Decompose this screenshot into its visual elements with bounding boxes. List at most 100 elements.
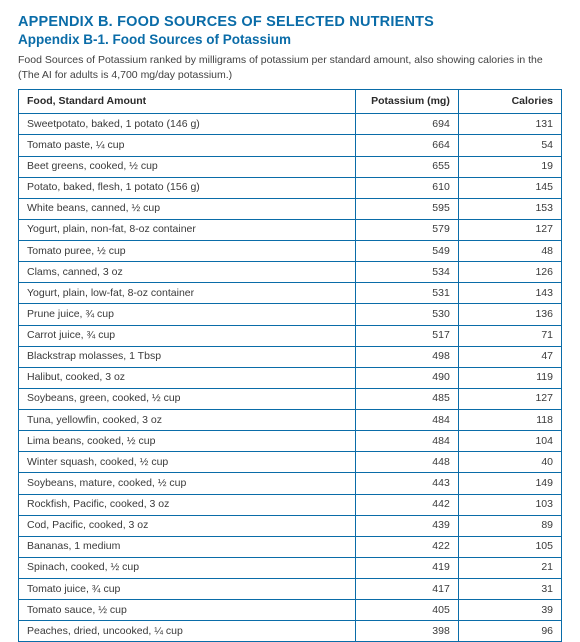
cell-potassium: 534 xyxy=(355,262,458,283)
cell-potassium: 442 xyxy=(355,494,458,515)
table-row: Sweetpotato, baked, 1 potato (146 g)6941… xyxy=(19,114,562,135)
table-row: Prune juice, ¾ cup530136 xyxy=(19,304,562,325)
col-header-calories: Calories xyxy=(458,90,561,114)
cell-calories: 47 xyxy=(458,346,561,367)
cell-potassium: 498 xyxy=(355,346,458,367)
cell-food: Tomato paste, ¼ cup xyxy=(19,135,356,156)
cell-potassium: 530 xyxy=(355,304,458,325)
cell-food: Carrot juice, ¾ cup xyxy=(19,325,356,346)
cell-calories: 153 xyxy=(458,198,561,219)
cell-potassium: 484 xyxy=(355,431,458,452)
cell-potassium: 490 xyxy=(355,367,458,388)
appendix-main-title: APPENDIX B. FOOD SOURCES OF SELECTED NUT… xyxy=(18,14,562,30)
cell-potassium: 422 xyxy=(355,536,458,557)
cell-food: White beans, canned, ½ cup xyxy=(19,198,356,219)
cell-potassium: 417 xyxy=(355,579,458,600)
table-row: Tomato paste, ¼ cup66454 xyxy=(19,135,562,156)
cell-calories: 89 xyxy=(458,515,561,536)
cell-food: Rockfish, Pacific, cooked, 3 oz xyxy=(19,494,356,515)
cell-potassium: 694 xyxy=(355,114,458,135)
cell-potassium: 405 xyxy=(355,600,458,621)
cell-food: Clams, canned, 3 oz xyxy=(19,262,356,283)
cell-food: Blackstrap molasses, 1 Tbsp xyxy=(19,346,356,367)
cell-food: Soybeans, green, cooked, ½ cup xyxy=(19,388,356,409)
cell-potassium: 485 xyxy=(355,388,458,409)
cell-calories: 149 xyxy=(458,473,561,494)
table-row: Tomato juice, ¾ cup41731 xyxy=(19,579,562,600)
cell-food: Yogurt, plain, low-fat, 8-oz container xyxy=(19,283,356,304)
cell-calories: 119 xyxy=(458,367,561,388)
table-row: Bananas, 1 medium422105 xyxy=(19,536,562,557)
cell-potassium: 655 xyxy=(355,156,458,177)
table-row: Rockfish, Pacific, cooked, 3 oz442103 xyxy=(19,494,562,515)
table-row: Peaches, dried, uncooked, ¼ cup39896 xyxy=(19,621,562,642)
table-row: Beet greens, cooked, ½ cup65519 xyxy=(19,156,562,177)
cell-calories: 126 xyxy=(458,262,561,283)
table-row: Potato, baked, flesh, 1 potato (156 g)61… xyxy=(19,177,562,198)
cell-potassium: 517 xyxy=(355,325,458,346)
col-header-potassium: Potassium (mg) xyxy=(355,90,458,114)
table-row: Winter squash, cooked, ½ cup44840 xyxy=(19,452,562,473)
cell-potassium: 531 xyxy=(355,283,458,304)
cell-calories: 39 xyxy=(458,600,561,621)
cell-calories: 54 xyxy=(458,135,561,156)
cell-potassium: 419 xyxy=(355,557,458,578)
table-row: Clams, canned, 3 oz534126 xyxy=(19,262,562,283)
cell-calories: 96 xyxy=(458,621,561,642)
cell-food: Tomato puree, ½ cup xyxy=(19,241,356,262)
cell-calories: 145 xyxy=(458,177,561,198)
table-row: Spinach, cooked, ½ cup41921 xyxy=(19,557,562,578)
cell-potassium: 439 xyxy=(355,515,458,536)
cell-food: Yogurt, plain, non-fat, 8-oz container xyxy=(19,219,356,240)
table-row: Blackstrap molasses, 1 Tbsp49847 xyxy=(19,346,562,367)
cell-food: Peaches, dried, uncooked, ¼ cup xyxy=(19,621,356,642)
cell-calories: 143 xyxy=(458,283,561,304)
cell-food: Soybeans, mature, cooked, ½ cup xyxy=(19,473,356,494)
table-row: Yogurt, plain, non-fat, 8-oz container57… xyxy=(19,219,562,240)
cell-potassium: 484 xyxy=(355,410,458,431)
cell-calories: 127 xyxy=(458,388,561,409)
col-header-food: Food, Standard Amount xyxy=(19,90,356,114)
cell-calories: 19 xyxy=(458,156,561,177)
table-row: Cod, Pacific, cooked, 3 oz43989 xyxy=(19,515,562,536)
table-row: Yogurt, plain, low-fat, 8-oz container53… xyxy=(19,283,562,304)
cell-calories: 105 xyxy=(458,536,561,557)
cell-potassium: 664 xyxy=(355,135,458,156)
cell-food: Potato, baked, flesh, 1 potato (156 g) xyxy=(19,177,356,198)
cell-potassium: 549 xyxy=(355,241,458,262)
potassium-table: Food, Standard Amount Potassium (mg) Cal… xyxy=(18,89,562,642)
cell-potassium: 579 xyxy=(355,219,458,240)
table-row: White beans, canned, ½ cup595153 xyxy=(19,198,562,219)
cell-calories: 21 xyxy=(458,557,561,578)
cell-calories: 31 xyxy=(458,579,561,600)
cell-food: Spinach, cooked, ½ cup xyxy=(19,557,356,578)
table-row: Soybeans, green, cooked, ½ cup485127 xyxy=(19,388,562,409)
cell-food: Tomato juice, ¾ cup xyxy=(19,579,356,600)
cell-calories: 40 xyxy=(458,452,561,473)
cell-food: Cod, Pacific, cooked, 3 oz xyxy=(19,515,356,536)
cell-potassium: 610 xyxy=(355,177,458,198)
table-row: Lima beans, cooked, ½ cup484104 xyxy=(19,431,562,452)
cell-food: Tuna, yellowfin, cooked, 3 oz xyxy=(19,410,356,431)
cell-food: Winter squash, cooked, ½ cup xyxy=(19,452,356,473)
cell-food: Beet greens, cooked, ½ cup xyxy=(19,156,356,177)
cell-food: Tomato sauce, ½ cup xyxy=(19,600,356,621)
cell-calories: 71 xyxy=(458,325,561,346)
cell-potassium: 398 xyxy=(355,621,458,642)
table-row: Tuna, yellowfin, cooked, 3 oz484118 xyxy=(19,410,562,431)
table-row: Carrot juice, ¾ cup51771 xyxy=(19,325,562,346)
cell-potassium: 595 xyxy=(355,198,458,219)
cell-potassium: 448 xyxy=(355,452,458,473)
cell-calories: 104 xyxy=(458,431,561,452)
cell-food: Lima beans, cooked, ½ cup xyxy=(19,431,356,452)
cell-calories: 136 xyxy=(458,304,561,325)
cell-potassium: 443 xyxy=(355,473,458,494)
cell-calories: 48 xyxy=(458,241,561,262)
table-row: Tomato puree, ½ cup54948 xyxy=(19,241,562,262)
appendix-note: (The AI for adults is 4,700 mg/day potas… xyxy=(18,69,562,81)
cell-calories: 127 xyxy=(458,219,561,240)
table-row: Tomato sauce, ½ cup40539 xyxy=(19,600,562,621)
table-header-row: Food, Standard Amount Potassium (mg) Cal… xyxy=(19,90,562,114)
table-row: Soybeans, mature, cooked, ½ cup443149 xyxy=(19,473,562,494)
appendix-sub-title: Appendix B-1. Food Sources of Potassium xyxy=(18,32,562,47)
